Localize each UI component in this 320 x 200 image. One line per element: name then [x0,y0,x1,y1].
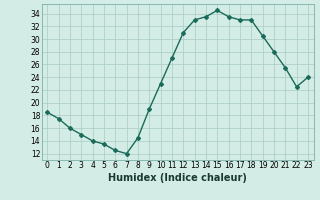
X-axis label: Humidex (Indice chaleur): Humidex (Indice chaleur) [108,173,247,183]
